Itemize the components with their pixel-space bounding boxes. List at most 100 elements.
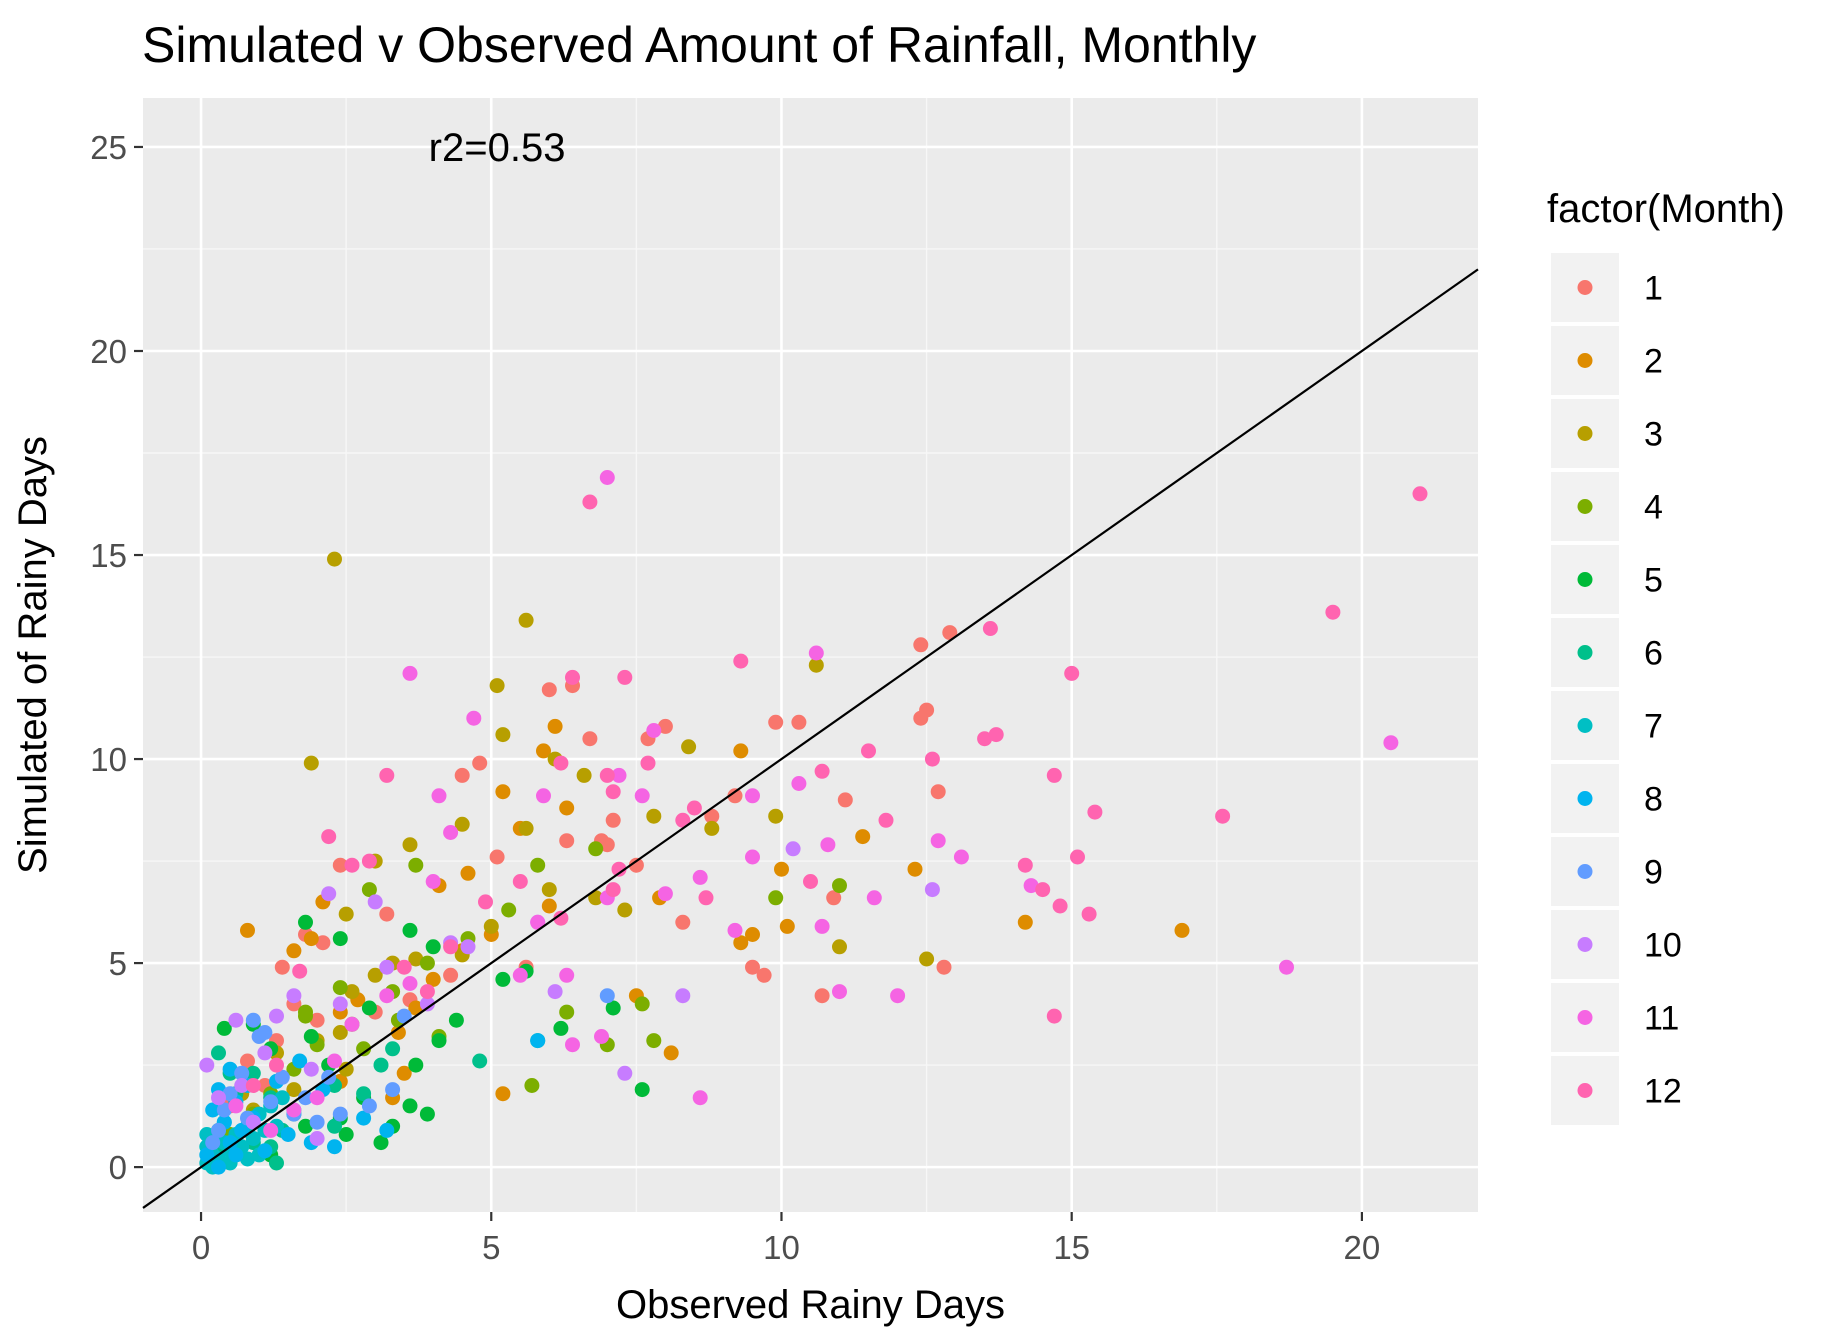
data-point — [686, 800, 702, 816]
data-point — [332, 1106, 348, 1122]
legend-label: 12 — [1644, 1073, 1682, 1111]
data-point — [907, 861, 923, 877]
legend-key-dot — [1577, 937, 1593, 952]
data-point — [536, 743, 551, 759]
legend-key-dot — [1577, 864, 1593, 879]
data-point — [234, 1122, 250, 1138]
data-point — [768, 808, 784, 824]
data-point — [733, 743, 749, 759]
data-point — [890, 988, 906, 1004]
data-point — [745, 959, 760, 975]
data-point — [675, 988, 691, 1004]
data-point — [385, 1082, 401, 1098]
data-point — [373, 1057, 389, 1073]
data-point — [913, 637, 929, 653]
data-point — [321, 886, 337, 902]
data-point — [559, 967, 575, 983]
data-point — [303, 931, 319, 947]
legend-key-dot — [1577, 645, 1593, 660]
legend-item-10: 10 — [1551, 910, 1682, 979]
data-point — [530, 857, 546, 873]
data-point — [681, 739, 697, 755]
data-point — [240, 1151, 255, 1167]
data-point — [1017, 914, 1033, 930]
legend-key-dot — [1577, 426, 1593, 441]
data-point — [489, 849, 505, 865]
data-point — [332, 931, 348, 947]
data-point — [704, 808, 720, 824]
data-points — [199, 470, 1428, 1175]
legend-item-12: 12 — [1551, 1056, 1682, 1125]
data-point — [495, 727, 511, 743]
data-point — [361, 1000, 377, 1016]
data-point — [419, 996, 435, 1012]
data-point — [1052, 898, 1068, 914]
x-axis-title: Observed Rainy Days — [616, 1283, 1005, 1327]
series-9 — [205, 988, 615, 1151]
chart-title: Simulated v Observed Amount of Rainfall,… — [142, 17, 1256, 73]
data-point — [605, 1000, 621, 1016]
data-point — [338, 1127, 354, 1142]
data-point — [1087, 804, 1103, 820]
data-point — [425, 971, 441, 987]
data-point — [559, 800, 575, 816]
data-point — [274, 1090, 290, 1106]
legend-item-5: 5 — [1551, 545, 1663, 614]
data-point — [512, 874, 528, 889]
data-point — [379, 1122, 395, 1138]
x-axis: 0 5 10 15 20 — [192, 1212, 1380, 1266]
data-point — [344, 1016, 360, 1032]
data-point — [228, 1012, 244, 1028]
x-tick-label: 0 — [192, 1229, 210, 1266]
data-point — [878, 812, 894, 828]
x-tick-label: 5 — [482, 1229, 500, 1266]
legend-key-dot — [1577, 353, 1593, 368]
data-point — [211, 1122, 226, 1138]
data-point — [855, 829, 871, 845]
data-point — [361, 882, 377, 898]
data-point — [553, 755, 569, 771]
data-point — [1023, 878, 1039, 894]
data-point — [1017, 857, 1033, 873]
data-point — [657, 718, 673, 734]
data-point — [298, 914, 313, 930]
data-point — [460, 865, 476, 881]
data-point — [344, 857, 360, 873]
data-point — [605, 812, 621, 828]
data-point — [419, 1106, 435, 1122]
legend-key-dot — [1577, 499, 1593, 514]
data-point — [559, 1004, 575, 1020]
data-point — [698, 890, 714, 906]
legend-item-4: 4 — [1551, 472, 1663, 541]
data-point — [814, 988, 830, 1004]
data-point — [269, 1008, 284, 1024]
data-point — [930, 784, 946, 800]
data-point — [245, 1065, 261, 1081]
data-point — [454, 767, 470, 783]
data-point — [495, 784, 511, 800]
legend-title: factor(Month) — [1547, 187, 1785, 231]
data-point — [263, 1122, 279, 1138]
data-point — [245, 1078, 261, 1093]
data-point — [599, 988, 615, 1004]
data-point — [501, 902, 517, 918]
data-point — [982, 621, 998, 636]
data-point — [332, 1025, 348, 1040]
data-point — [443, 967, 459, 983]
data-point — [942, 625, 958, 641]
data-point — [211, 1159, 226, 1175]
data-point — [466, 710, 482, 726]
data-point — [245, 1114, 261, 1130]
data-point — [396, 959, 412, 975]
data-point — [745, 788, 760, 804]
data-point — [704, 820, 720, 836]
legend-label: 7 — [1644, 708, 1663, 746]
data-point — [396, 1065, 412, 1081]
data-point — [286, 1082, 302, 1098]
data-point — [356, 1110, 372, 1126]
legend-label: 4 — [1644, 489, 1663, 527]
data-point — [634, 1082, 650, 1098]
data-point — [628, 857, 644, 873]
legend-item-3: 3 — [1551, 399, 1663, 468]
